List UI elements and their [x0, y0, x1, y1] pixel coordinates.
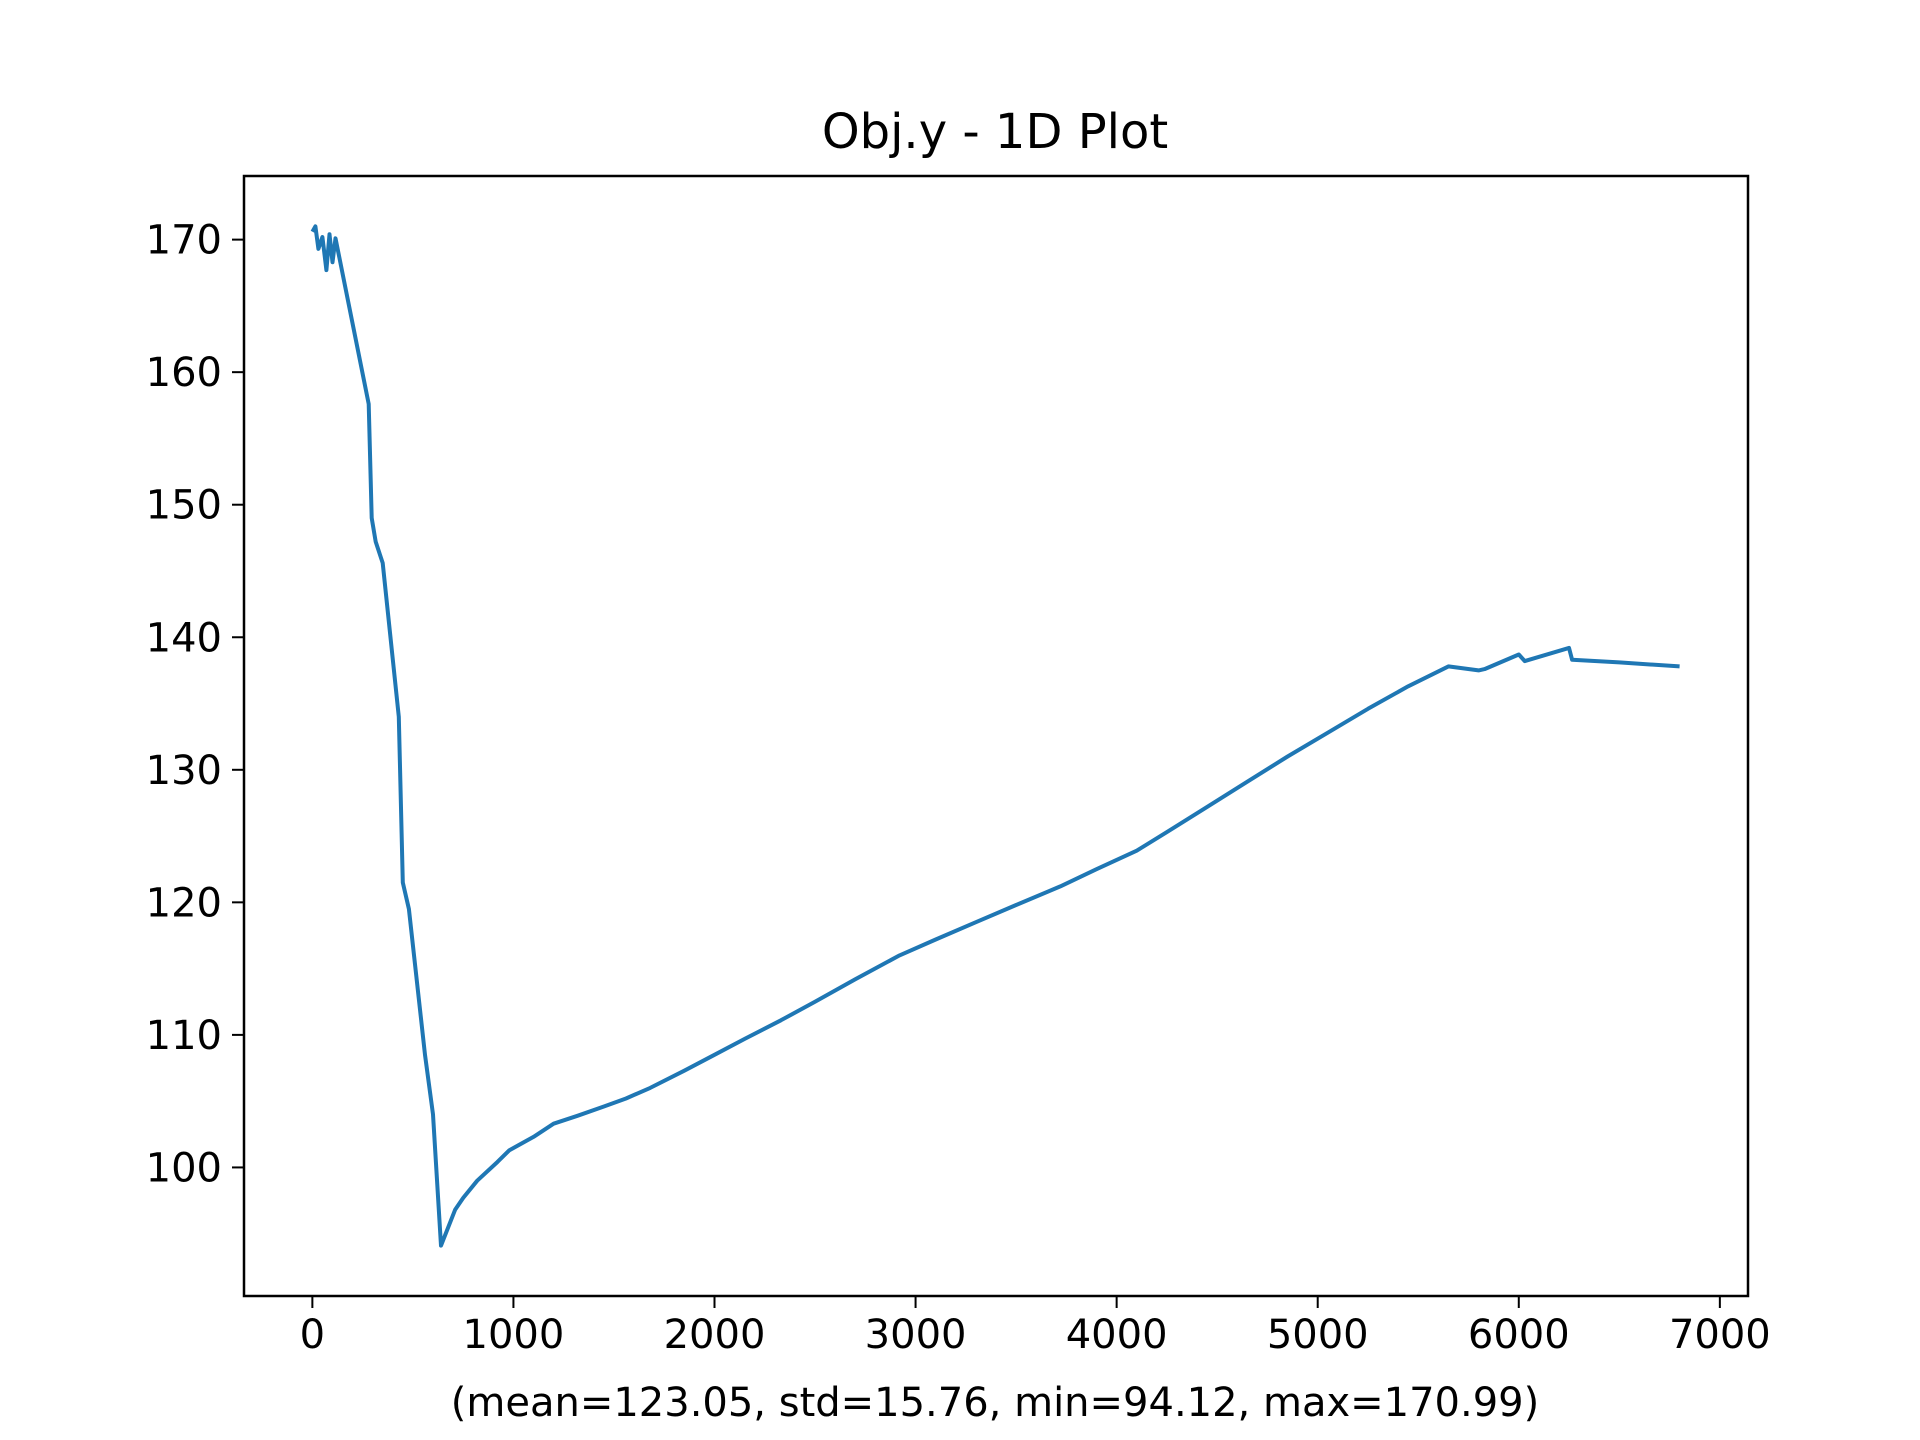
x-tick-label: 5000	[1267, 1312, 1369, 1358]
plot-area	[310, 224, 1680, 1248]
chart-title: Obj.y - 1D Plot	[822, 104, 1168, 160]
x-tick-label: 4000	[1066, 1312, 1168, 1358]
x-axis: 0 1000 2000 3000 4000 5000 6000 7000	[300, 1296, 1771, 1358]
x-tick-label: 7000	[1669, 1312, 1771, 1358]
y-tick-label: 110	[146, 1013, 222, 1059]
x-axis-label: (mean=123.05, std=15.76, min=94.12, max=…	[451, 1380, 1539, 1426]
series-line-0	[310, 224, 1680, 1248]
y-tick-label: 170	[146, 218, 222, 264]
y-tick-label: 120	[146, 880, 222, 926]
x-tick-label: 1000	[463, 1312, 565, 1358]
x-tick-label: 3000	[865, 1312, 967, 1358]
y-tick-label: 140	[146, 615, 222, 661]
x-tick-label: 6000	[1468, 1312, 1570, 1358]
y-tick-label: 160	[146, 350, 222, 396]
y-tick-label: 130	[146, 748, 222, 794]
y-tick-label: 100	[146, 1145, 222, 1191]
y-axis: 100 110 120 130 140 150 160 170	[146, 218, 244, 1191]
x-tick-label: 2000	[664, 1312, 766, 1358]
axes-frame	[242, 174, 1750, 1298]
x-tick-label: 0	[300, 1312, 325, 1358]
y-tick-label: 150	[146, 483, 222, 529]
